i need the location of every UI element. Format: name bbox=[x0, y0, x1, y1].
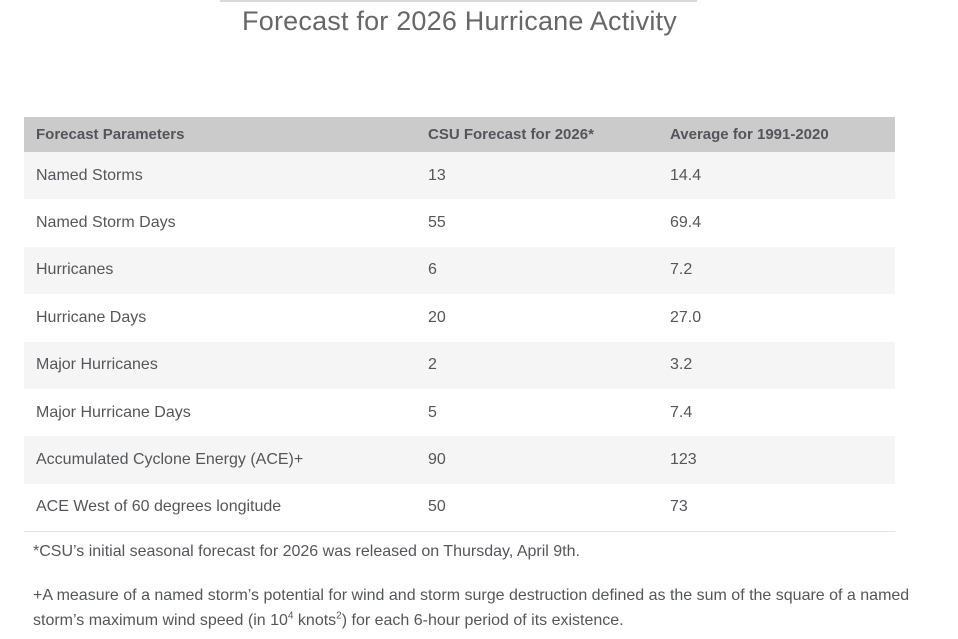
table-row: Major Hurricane Days 5 7.4 bbox=[24, 388, 895, 437]
average-value: 27.0 bbox=[670, 308, 702, 326]
average-value: 69.4 bbox=[670, 214, 702, 232]
average-value: 73 bbox=[670, 498, 688, 516]
column-header-average: Average for 1991-2020 bbox=[670, 126, 829, 143]
forecast-value: 13 bbox=[428, 166, 446, 184]
page-title: Forecast for 2026 Hurricane Activity bbox=[242, 6, 677, 36]
forecast-value: 90 bbox=[428, 451, 446, 469]
column-header-parameters: Forecast Parameters bbox=[36, 126, 185, 143]
table-bottom-rule bbox=[24, 531, 895, 533]
parameter-label: ACE West of 60 degrees longitude bbox=[36, 498, 282, 516]
table-row: Hurricanes 6 7.2 bbox=[24, 246, 895, 295]
footnote-ace-part2: knots bbox=[293, 612, 337, 629]
average-value: 7.2 bbox=[670, 261, 693, 279]
average-value: 123 bbox=[670, 451, 697, 469]
forecast-value: 20 bbox=[428, 308, 446, 326]
table-header-row: Forecast Parameters CSU Forecast for 202… bbox=[24, 117, 895, 152]
parameter-label: Hurricanes bbox=[36, 261, 114, 279]
parameter-label: Major Hurricane Days bbox=[36, 403, 191, 421]
table-row: Named Storms 13 14.4 bbox=[24, 152, 895, 200]
average-value: 7.4 bbox=[670, 403, 693, 421]
column-header-csu-forecast: CSU Forecast for 2026* bbox=[428, 126, 594, 143]
top-divider-rule bbox=[220, 0, 697, 2]
table-row: ACE West of 60 degrees longitude 50 73 bbox=[24, 483, 895, 532]
table-row: Major Hurricanes 2 3.2 bbox=[24, 341, 895, 389]
footnote-ace-superscript-2: 2 bbox=[336, 610, 342, 622]
footnote-release-date: *CSU’s initial seasonal forecast for 202… bbox=[33, 543, 580, 560]
table-row: Hurricane Days 20 27.0 bbox=[24, 294, 895, 342]
forecast-table: Forecast Parameters CSU Forecast for 202… bbox=[24, 117, 895, 533]
parameter-label: Hurricane Days bbox=[36, 308, 147, 326]
average-value: 3.2 bbox=[670, 356, 693, 374]
footnote-ace-superscript-4: 4 bbox=[287, 610, 294, 622]
parameter-label: Accumulated Cyclone Energy (ACE)+ bbox=[36, 451, 304, 469]
footnote-ace-definition: +A measure of a named storm’s potential … bbox=[33, 583, 938, 633]
footnote-ace-part1: +A measure of a named storm’s potential … bbox=[33, 587, 910, 629]
forecast-value: 50 bbox=[428, 498, 446, 516]
table-row: Named Storm Days 55 69.4 bbox=[24, 199, 895, 247]
average-value: 14.4 bbox=[670, 166, 702, 184]
parameter-label: Named Storms bbox=[36, 166, 143, 184]
forecast-value: 5 bbox=[428, 403, 437, 421]
forecast-value: 55 bbox=[428, 214, 446, 232]
footnote-ace-part3: ) for each 6-hour period of its existenc… bbox=[341, 612, 624, 629]
parameter-label: Named Storm Days bbox=[36, 214, 176, 232]
forecast-value: 2 bbox=[428, 356, 437, 374]
forecast-value: 6 bbox=[428, 261, 437, 279]
parameter-label: Major Hurricanes bbox=[36, 356, 158, 374]
table-row: Accumulated Cyclone Energy (ACE)+ 90 123 bbox=[24, 436, 895, 484]
